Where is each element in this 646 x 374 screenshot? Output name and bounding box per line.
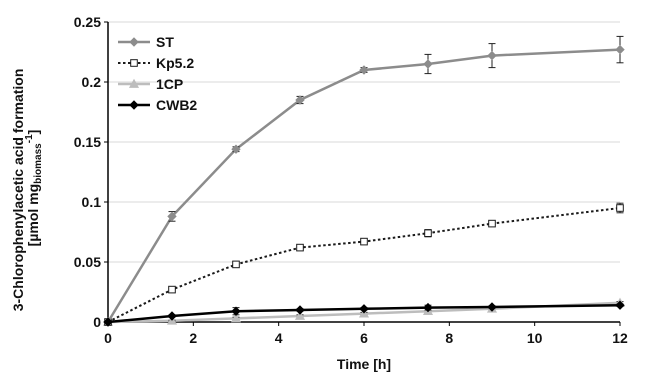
x-tick-label-5: 10: [527, 330, 543, 346]
legend-label: ST: [156, 34, 174, 50]
y-axis-title-line2-suffix: ]: [25, 130, 41, 135]
x-tick-label-3: 6: [360, 330, 368, 346]
legend-marker: [129, 100, 139, 110]
y-axis-title-line2-subscript: biomass: [33, 143, 44, 184]
data-point: [487, 50, 497, 61]
y-tick-label-3: 0.15: [74, 134, 101, 150]
data-point: [615, 300, 625, 310]
data-point: [295, 305, 305, 315]
y-axis-title: 3-Chlorophenylacetic acid formation [µmo…: [10, 65, 44, 312]
x-tick-label-0: 0: [104, 330, 112, 346]
series-line: [106, 48, 621, 323]
data-point: [168, 285, 176, 294]
legend-item-st: ST: [118, 34, 174, 50]
series-cwb2: [103, 300, 625, 327]
legend-marker: [129, 37, 139, 47]
data-point: [423, 302, 433, 313]
legend-item-kp5-2: Kp5.2: [118, 55, 194, 71]
legend: ST Kp5.2 1CP CWB2: [118, 34, 197, 113]
axes: 0 0.05 0.1 0.15 0.2 0.25 0 2 4 6 8 10 12: [74, 14, 628, 346]
data-point: [232, 260, 240, 269]
data-point: [423, 59, 433, 69]
legend-item-1cp: 1CP: [118, 76, 183, 92]
legend-label: CWB2: [156, 97, 197, 113]
data-point: [615, 44, 625, 55]
y-tick-label-4: 0.2: [82, 74, 102, 90]
data-point: [488, 219, 496, 228]
y-tick-label-5: 0.25: [74, 14, 101, 30]
y-tick-label-2: 0.1: [82, 194, 102, 210]
legend-marker: [130, 59, 138, 67]
data-point: [167, 311, 177, 321]
gridlines: [108, 21, 620, 263]
data-point: [294, 310, 306, 320]
data-point: [360, 237, 368, 246]
data-point: [296, 243, 304, 252]
x-tick-label-1: 2: [189, 330, 197, 346]
data-point: [231, 306, 241, 316]
data-point: [230, 313, 242, 323]
data-point: [295, 95, 305, 105]
y-tick-label-1: 0.05: [74, 254, 101, 270]
data-series: [102, 35, 626, 327]
y-tick-label-0: 0: [93, 314, 101, 330]
data-point: [103, 317, 113, 327]
x-tick-label-2: 4: [275, 330, 283, 346]
y-axis-title-line2-prefix: [µmol mg: [25, 184, 41, 247]
data-point: [231, 144, 241, 154]
x-axis-title: Time [h]: [337, 356, 391, 372]
data-point: [167, 211, 177, 222]
legend-label: 1CP: [156, 76, 183, 92]
data-point: [487, 302, 497, 312]
x-tick-label-6: 12: [612, 330, 628, 346]
data-point: [359, 304, 369, 314]
y-axis-title-line2-superscript: -1: [24, 134, 35, 143]
legend-item-cwb2: CWB2: [118, 97, 197, 113]
data-point: [359, 65, 369, 75]
data-point: [424, 229, 432, 237]
series-line: [107, 301, 621, 324]
data-point: [616, 204, 624, 212]
x-tick-label-4: 8: [445, 330, 453, 346]
legend-label: Kp5.2: [156, 55, 194, 71]
legend-marker: [128, 78, 140, 88]
y-axis-title-line1: 3-Chlorophenylacetic acid formation: [10, 69, 26, 312]
series-line: [107, 303, 621, 324]
